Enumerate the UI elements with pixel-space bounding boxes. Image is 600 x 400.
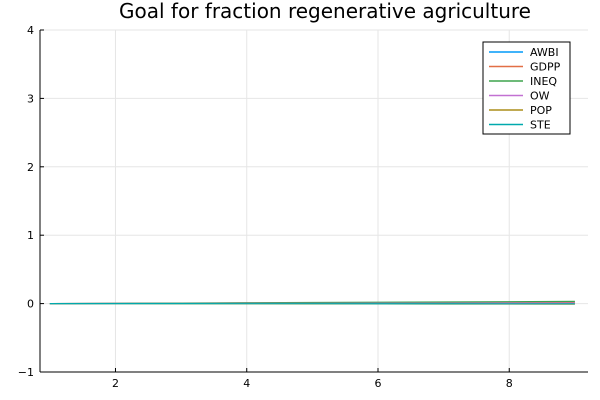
y-tick-label: 4 xyxy=(27,24,34,37)
legend-label-gdpp: GDPP xyxy=(530,61,561,74)
legend-label-pop: POP xyxy=(530,104,552,117)
tick-labels: 2 4 6 8 −1 0 1 2 3 4 xyxy=(18,24,513,390)
legend-label-ste: STE xyxy=(530,119,551,132)
axes xyxy=(39,29,588,373)
x-tick-label: 4 xyxy=(243,377,250,390)
legend-label-awbi: AWBI xyxy=(530,46,559,59)
y-tick-label: −1 xyxy=(18,366,34,379)
legend-label-ineq: INEQ xyxy=(530,75,557,88)
legend-box xyxy=(482,41,571,135)
y-tick-label: 1 xyxy=(27,229,34,242)
series-lines xyxy=(49,300,575,305)
y-tick-label: 3 xyxy=(27,92,34,105)
x-tick-label: 2 xyxy=(112,377,119,390)
x-tick-label: 6 xyxy=(374,377,381,390)
y-tick-label: 2 xyxy=(27,161,34,174)
chart-title: Goal for fraction regenerative agricultu… xyxy=(119,0,531,23)
x-tick-label: 8 xyxy=(506,377,513,390)
legend-label-ow: OW xyxy=(530,90,550,103)
y-tick-label: 0 xyxy=(27,298,34,311)
